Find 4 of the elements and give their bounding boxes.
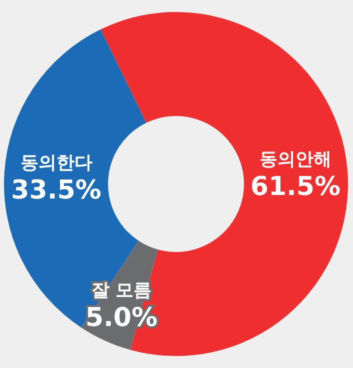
slice-label: 동의안해 — [259, 148, 332, 170]
data-label: 61.5% — [250, 172, 341, 202]
slice-label: 동의한다 — [20, 152, 92, 174]
data-label: 33.5% — [11, 175, 102, 206]
